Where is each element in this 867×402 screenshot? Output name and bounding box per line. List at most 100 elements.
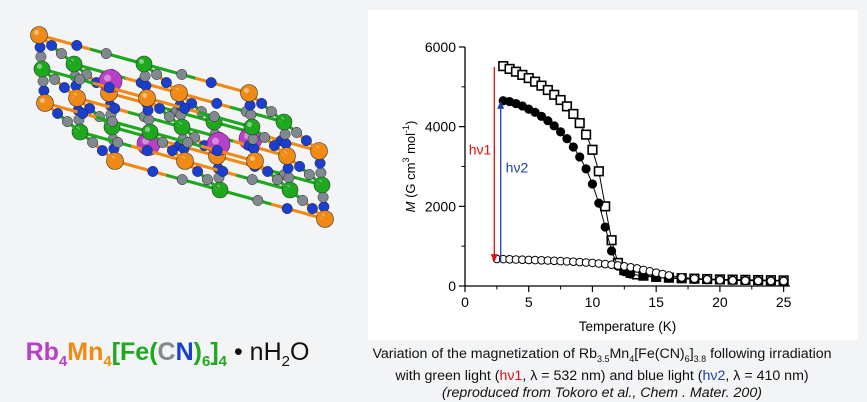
carbon-atom (317, 191, 329, 203)
caption-hv2: hν2 (702, 367, 726, 384)
formula-rparen: ) (193, 338, 202, 366)
caption-hv1: hν1 (499, 367, 523, 384)
carbon-atom (37, 75, 49, 87)
carbon-atom (157, 136, 169, 148)
carbon-atom (100, 48, 112, 60)
nitrogen-atom (52, 107, 64, 119)
caption-l1s4: 3.8 (693, 353, 707, 364)
data-point (638, 271, 649, 281)
atom-highlight (37, 64, 42, 69)
data-point (728, 276, 737, 285)
nitrogen-atom (211, 145, 223, 157)
lattice-bond (270, 202, 327, 221)
nitrogen-atom (166, 145, 178, 157)
data-series-open-square (498, 61, 789, 286)
carbon-atom (297, 194, 309, 206)
nitrogen-atom (192, 165, 204, 177)
carbon-atom (176, 174, 188, 186)
data-point (626, 269, 636, 279)
carbon-atom (245, 109, 257, 121)
data-point (690, 274, 699, 283)
caption-l1e: following irradiation (706, 346, 832, 362)
caption-l1s1: 3.5 (596, 353, 610, 364)
carbon-atom (315, 167, 327, 179)
iron-atom (243, 118, 261, 136)
x-tick-label: 0 (461, 294, 469, 310)
atom-highlight (104, 74, 111, 82)
lattice-bond (267, 168, 324, 187)
lattice-bond (235, 173, 292, 192)
data-point (600, 222, 610, 232)
carbon-atom (151, 68, 163, 80)
atom-highlight (145, 127, 150, 132)
data-point (555, 94, 566, 106)
nitrogen-atom (205, 77, 217, 89)
caption-l1a: Variation of the magnetization of Rb (372, 346, 597, 362)
nitrogen-atom (281, 203, 293, 215)
nitrogen-atom (160, 77, 172, 89)
lattice-bond (142, 62, 199, 81)
carbon-atom (252, 194, 264, 206)
nitrogen-atom (217, 165, 229, 177)
manganese-atom (138, 89, 156, 107)
crystal-structure-illustration (30, 26, 334, 228)
carbon-atom (283, 172, 295, 184)
x-tick-label: 5 (525, 294, 533, 310)
caption-l1s2: 4 (629, 353, 635, 364)
carbon-atom (291, 126, 303, 138)
lattice-bond (162, 139, 219, 158)
nitrogen-atom (256, 97, 268, 109)
carbon-atom (61, 116, 73, 128)
lattice-bond (124, 76, 181, 95)
lattice-bond (183, 159, 240, 178)
nitrogen-atom (211, 97, 223, 109)
lattice-bond (177, 91, 234, 110)
data-point (741, 276, 750, 285)
nitrogen-atom (71, 39, 83, 51)
atom-highlight (250, 156, 255, 161)
arrow-label-2: hν2 (506, 159, 529, 175)
lattice-bond (89, 47, 146, 66)
formula-o: O (289, 338, 310, 366)
carbon-atom (303, 169, 315, 181)
data-point (715, 275, 725, 285)
caption-l1d: ] (689, 346, 694, 362)
lattice-bond (229, 105, 286, 124)
x-tick-label: 20 (712, 294, 728, 310)
nitrogen-atom (109, 102, 121, 114)
lattice-bond (130, 144, 187, 163)
formula-n: N (175, 338, 194, 366)
formula-fe: Fe (120, 338, 150, 366)
carbon-atom (247, 133, 259, 145)
caption-l1s3: 6 (684, 353, 690, 364)
atom-highlight (40, 98, 45, 103)
manganese-atom (240, 84, 258, 102)
data-point (593, 166, 604, 177)
lattice-bond (107, 91, 164, 110)
nitrogen-atom (141, 145, 153, 157)
arrow-head-1 (490, 254, 498, 263)
carbon-atom (182, 136, 194, 148)
caption-l1c: [Fe(CN) (634, 346, 685, 362)
data-point (581, 164, 591, 174)
carbon-atom (139, 70, 151, 82)
data-point (587, 144, 598, 155)
data-point (606, 246, 617, 256)
nitrogen-atom (96, 145, 108, 157)
formula-hydrate: • nH (227, 338, 282, 366)
nitrogen-atom (46, 39, 58, 51)
carbon-atom (87, 136, 99, 148)
series-line (502, 65, 784, 281)
data-point (766, 276, 776, 286)
nitrogen-atom (147, 165, 159, 177)
formula-lparen: ( (149, 338, 158, 366)
iron-atom (33, 60, 51, 78)
arrow-head-2 (497, 100, 505, 109)
caption-l2c: , λ = 532 nm) and blue light ( (522, 367, 703, 384)
nitrogen-atom (262, 165, 274, 177)
atom-highlight (244, 88, 249, 93)
data-point (574, 117, 585, 129)
data-point (779, 276, 788, 286)
manganese-atom (36, 94, 54, 112)
lattice-bond (232, 139, 289, 158)
